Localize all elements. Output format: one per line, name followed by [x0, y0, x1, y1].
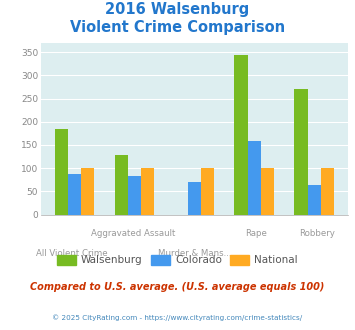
Text: Compared to U.S. average. (U.S. average equals 100): Compared to U.S. average. (U.S. average … [30, 282, 325, 292]
Bar [248, 141, 261, 214]
Legend: Walsenburg, Colorado, National: Walsenburg, Colorado, National [53, 251, 302, 270]
Text: Robbery: Robbery [299, 229, 335, 238]
Bar [188, 182, 201, 214]
Bar [68, 174, 81, 214]
Bar [235, 55, 248, 214]
Bar [307, 185, 321, 214]
Bar [128, 176, 141, 214]
Bar [201, 168, 214, 214]
Bar [321, 168, 334, 214]
Bar [81, 168, 94, 214]
Bar [261, 168, 274, 214]
Text: Violent Crime Comparison: Violent Crime Comparison [70, 20, 285, 35]
Text: Rape: Rape [245, 229, 267, 238]
Bar [55, 129, 68, 214]
Bar [294, 89, 307, 214]
Text: Murder & Mans...: Murder & Mans... [158, 249, 231, 258]
Text: All Violent Crime: All Violent Crime [36, 249, 107, 258]
Bar [141, 168, 154, 214]
Text: 2016 Walsenburg: 2016 Walsenburg [105, 2, 250, 16]
Bar [115, 155, 128, 214]
Text: © 2025 CityRating.com - https://www.cityrating.com/crime-statistics/: © 2025 CityRating.com - https://www.city… [53, 314, 302, 321]
Text: Aggravated Assault: Aggravated Assault [91, 229, 175, 238]
